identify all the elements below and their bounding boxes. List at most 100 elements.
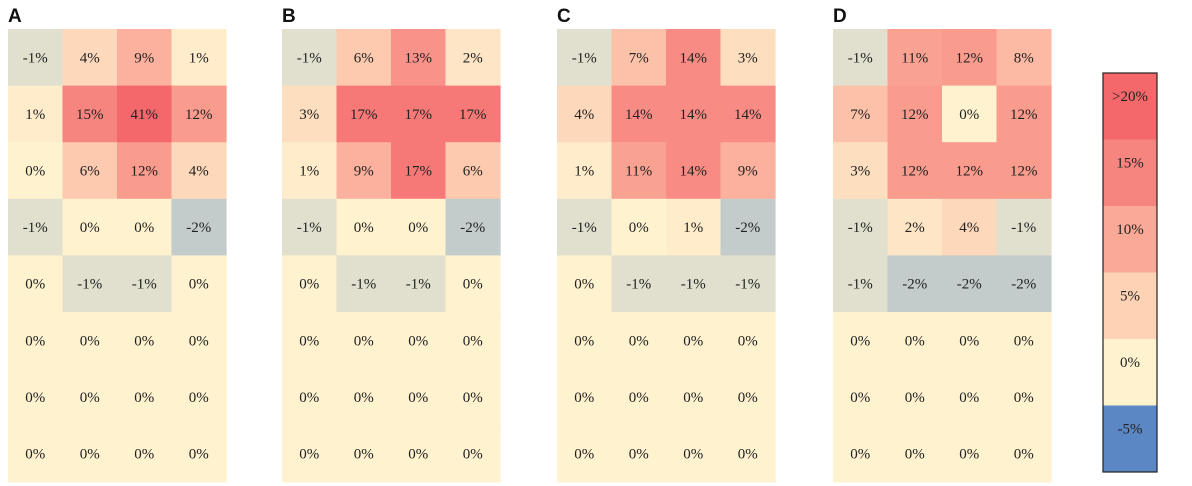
heatmap-cell: [611, 312, 667, 370]
heatmap-cell: [62, 368, 118, 426]
cell-value-label: 14%: [734, 107, 762, 123]
colorbar-tick-label: 0%: [1120, 355, 1140, 371]
cell-value-label: 0%: [189, 333, 209, 349]
cell-value-label: 0%: [738, 333, 758, 349]
cell-value-label: -1%: [572, 50, 597, 66]
colorbar-swatch: [1103, 139, 1157, 207]
heatmap-cell: [942, 29, 998, 87]
heatmap-cell: [336, 425, 392, 483]
cell-value-label: 1%: [683, 220, 703, 236]
cell-value-label: 0%: [408, 220, 428, 236]
heatmap-cell: [611, 255, 667, 313]
heatmap-cell: [557, 255, 613, 313]
cell-value-label: 6%: [463, 164, 483, 180]
cell-value-label: 3%: [738, 50, 758, 66]
cell-value-label: 0%: [299, 277, 319, 293]
heatmap-cell: [557, 368, 613, 426]
cell-value-label: 8%: [1014, 50, 1034, 66]
cell-value-label: 0%: [463, 277, 483, 293]
panel-label: A: [8, 6, 22, 27]
cell-value-label: 11%: [901, 50, 928, 66]
heatmap-cell: [887, 29, 943, 87]
heatmap-cell: [8, 368, 64, 426]
cell-value-label: 0%: [850, 333, 870, 349]
heatmap-cell: [557, 198, 613, 256]
cell-value-label: 0%: [683, 447, 703, 463]
cell-value-label: 0%: [683, 390, 703, 406]
colorbar-swatch: [1103, 272, 1157, 340]
heatmap-cell: [611, 29, 667, 87]
heatmap-cell: [833, 85, 889, 143]
heatmap-cell: [62, 198, 118, 256]
heatmap-cell: [282, 85, 338, 143]
cell-value-label: 0%: [629, 220, 649, 236]
cell-value-label: 14%: [680, 164, 708, 180]
heatmap-cell: [336, 368, 392, 426]
heatmap-cell: [887, 142, 943, 200]
cell-value-label: 1%: [574, 164, 594, 180]
heatmap-cell: [557, 142, 613, 200]
cell-value-label: 0%: [738, 447, 758, 463]
heatmap-cell: [557, 85, 613, 143]
cell-value-label: 14%: [680, 107, 708, 123]
cell-value-label: 0%: [354, 390, 374, 406]
cell-value-label: 9%: [738, 164, 758, 180]
cell-value-label: -1%: [351, 277, 376, 293]
cell-value-label: -1%: [77, 277, 102, 293]
cell-value-label: 0%: [574, 390, 594, 406]
cell-value-label: 0%: [189, 277, 209, 293]
cell-value-label: 0%: [574, 333, 594, 349]
cell-value-label: 0%: [134, 333, 154, 349]
cell-value-label: 0%: [299, 333, 319, 349]
heatmap-cell: [666, 142, 722, 200]
heatmap-cell: [942, 312, 998, 370]
heatmap-cell: [282, 198, 338, 256]
heatmap-cell: [557, 312, 613, 370]
cell-value-label: -1%: [572, 220, 597, 236]
heatmap-cell: [445, 85, 501, 143]
heatmap-cell: [282, 142, 338, 200]
cell-value-label: 0%: [408, 447, 428, 463]
heatmap-cell: [942, 142, 998, 200]
heatmap-cell: [720, 368, 776, 426]
cell-value-label: 3%: [850, 164, 870, 180]
cell-value-label: 14%: [625, 107, 653, 123]
cell-value-label: -1%: [626, 277, 651, 293]
colorbar-tick-label: >20%: [1112, 89, 1148, 105]
heatmap-cell: [117, 29, 173, 87]
heatmap-cell: [171, 312, 227, 370]
cell-value-label: 1%: [25, 107, 45, 123]
heatmap-cell: [942, 198, 998, 256]
heatmap-cell: [282, 29, 338, 87]
cell-value-label: 2%: [463, 50, 483, 66]
heatmap-cell: [117, 142, 173, 200]
cell-value-label: 0%: [25, 164, 45, 180]
colorbar-tick-label: -5%: [1118, 422, 1143, 438]
cell-value-label: 1%: [299, 164, 319, 180]
heatmap-cell: [611, 368, 667, 426]
heatmap-cell: [833, 425, 889, 483]
cell-value-label: -1%: [848, 277, 873, 293]
cell-value-label: -1%: [23, 50, 48, 66]
heatmap-cell: [117, 425, 173, 483]
heatmap-cell: [666, 85, 722, 143]
heatmap-cell: [833, 142, 889, 200]
heatmap-cell: [117, 312, 173, 370]
cell-value-label: 0%: [1014, 447, 1034, 463]
heatmap-cell: [171, 142, 227, 200]
cell-value-label: 4%: [574, 107, 594, 123]
cell-value-label: 12%: [1010, 164, 1038, 180]
panel-a: A -1% 4% 9% 1% 1% 15% 41% 12% 0% 6% 12% 4% -1% 0% 0% -2%…: [8, 6, 227, 483]
heatmap-cell: [445, 255, 501, 313]
cell-value-label: 0%: [1014, 390, 1034, 406]
heatmap-cell: [62, 142, 118, 200]
cell-value-label: 0%: [463, 333, 483, 349]
heatmap-cell: [996, 312, 1052, 370]
heatmap-cell: [666, 255, 722, 313]
cell-value-label: 0%: [80, 447, 100, 463]
heatmap-cell: [887, 198, 943, 256]
heatmap-cell: [996, 368, 1052, 426]
heatmap-cell: [62, 29, 118, 87]
colorbar-legend: >20% 15% 10% 5% 0% -5%: [1102, 72, 1158, 473]
heatmap-cell: [117, 85, 173, 143]
